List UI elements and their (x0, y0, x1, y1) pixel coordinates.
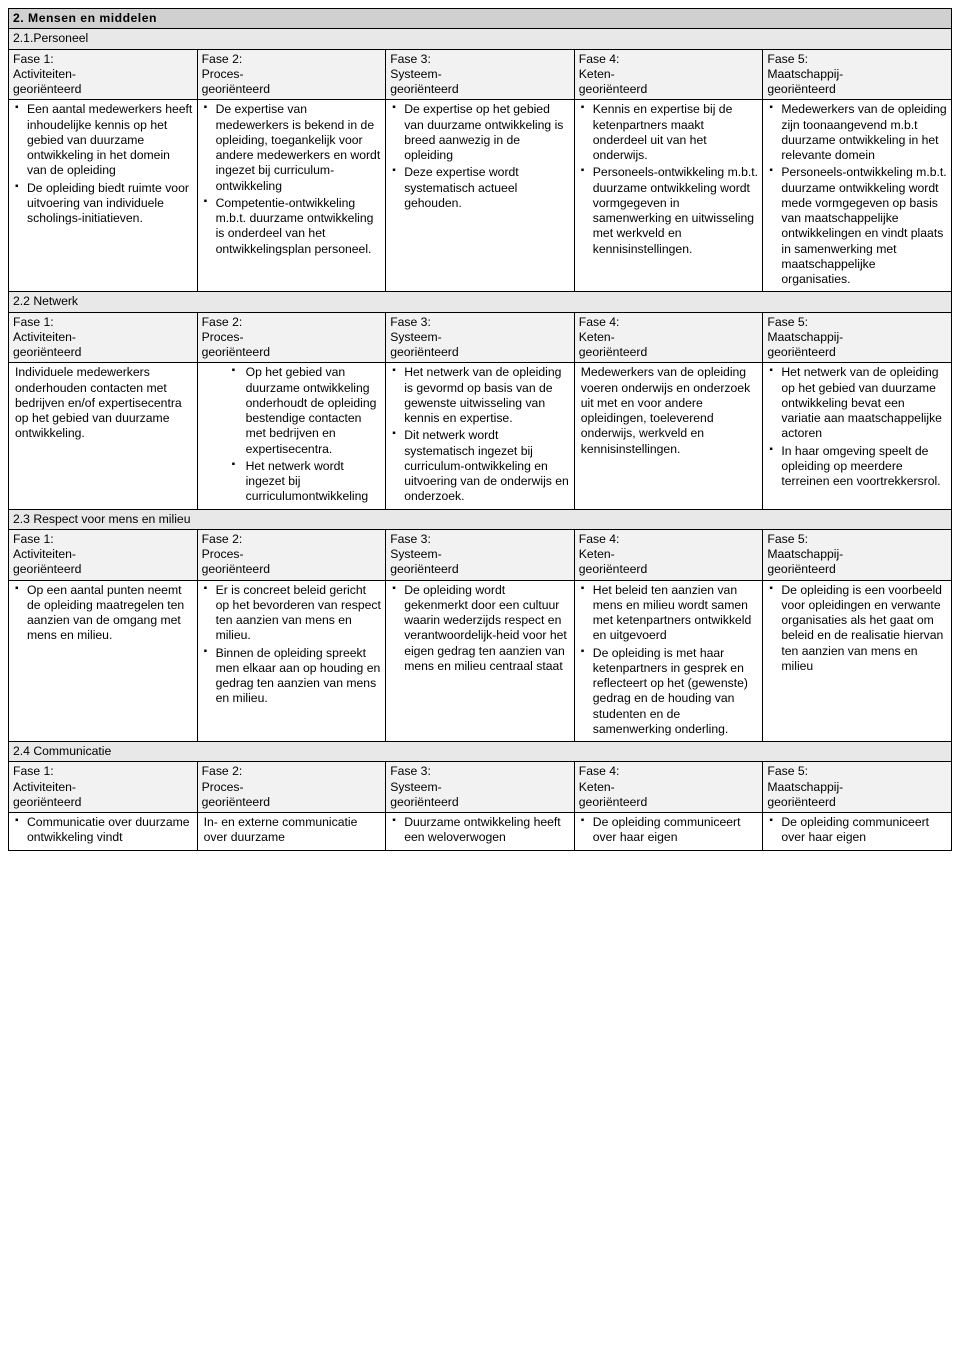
phase-header: Fase 4:Keten-georiënteerd (574, 312, 763, 363)
phase-header: Fase 5:Maatschappij-georiënteerd (763, 762, 952, 813)
subsection-title: 2.1.Personeel (9, 29, 952, 49)
phase-header: Fase 3:Systeem-georiënteerd (386, 49, 575, 100)
cell: Op een aantal punten neemt de opleiding … (9, 580, 198, 742)
subsection-title: 2.3 Respect voor mens en milieu (9, 509, 952, 529)
cell: Medewerkers van de opleiding zijn toonaa… (763, 100, 952, 292)
phase-header: Fase 1:Activiteiten-georiënteerd (9, 49, 198, 100)
phase-header: Fase 2:Proces-georiënteerd (197, 762, 386, 813)
cell: De opleiding communiceert over haar eige… (763, 813, 952, 851)
phase-header: Fase 5:Maatschappij-georiënteerd (763, 49, 952, 100)
matrix-table: 2. Mensen en middelen 2.1.Personeel Fase… (8, 8, 952, 851)
cell: De opleiding wordt gekenmerkt door een c… (386, 580, 575, 742)
cell: In- en externe communicatie over duurzam… (197, 813, 386, 851)
phase-header: Fase 3:Systeem-georiënteerd (386, 529, 575, 580)
cell: Het netwerk van de opleiding is gevormd … (386, 363, 575, 509)
phase-header: Fase 5:Maatschappij-georiënteerd (763, 312, 952, 363)
phase-header: Fase 3:Systeem-georiënteerd (386, 312, 575, 363)
phase-header: Fase 2:Proces-georiënteerd (197, 312, 386, 363)
cell: Het beleid ten aanzien van mens en milie… (574, 580, 763, 742)
phase-header: Fase 2:Proces-georiënteerd (197, 49, 386, 100)
cell: De expertise op het gebied van duurzame … (386, 100, 575, 292)
phase-header: Fase 1:Activiteiten-georiënteerd (9, 529, 198, 580)
subsection-title: 2.2 Netwerk (9, 292, 952, 312)
phase-header: Fase 1:Activiteiten-georiënteerd (9, 312, 198, 363)
cell: Kennis en expertise bij de ketenpartners… (574, 100, 763, 292)
cell: Het netwerk van de opleiding op het gebi… (763, 363, 952, 509)
phase-header: Fase 2:Proces-georiënteerd (197, 529, 386, 580)
cell: De opleiding communiceert over haar eige… (574, 813, 763, 851)
phase-header: Fase 5:Maatschappij-georiënteerd (763, 529, 952, 580)
cell: Op het gebied van duurzame ontwikkeling … (197, 363, 386, 509)
phase-header: Fase 4:Keten-georiënteerd (574, 762, 763, 813)
subsection-title: 2.4 Communicatie (9, 742, 952, 762)
cell: Communicatie over duurzame ontwikkeling … (9, 813, 198, 851)
cell: Individuele medewerkers onderhouden cont… (9, 363, 198, 509)
phase-header: Fase 4:Keten-georiënteerd (574, 529, 763, 580)
cell: De opleiding is een voorbeeld voor oplei… (763, 580, 952, 742)
phase-header: Fase 1:Activiteiten-georiënteerd (9, 762, 198, 813)
cell: De expertise van medewerkers is bekend i… (197, 100, 386, 292)
phase-header: Fase 4:Keten-georiënteerd (574, 49, 763, 100)
cell: Er is concreet beleid gericht op het bev… (197, 580, 386, 742)
cell: Een aantal medewerkers heeft inhoudelijk… (9, 100, 198, 292)
cell: Duurzame ontwikkeling heeft een weloverw… (386, 813, 575, 851)
phase-header: Fase 3:Systeem-georiënteerd (386, 762, 575, 813)
section-title: 2. Mensen en middelen (9, 9, 952, 29)
cell: Medewerkers van de opleiding voeren onde… (574, 363, 763, 509)
